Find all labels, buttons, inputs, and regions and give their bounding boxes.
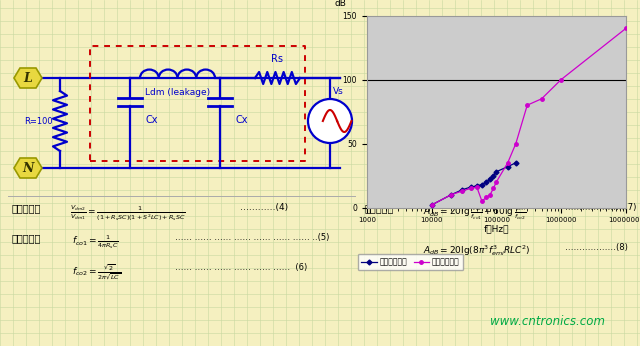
Text: 传递函数：: 传递函数： xyxy=(12,203,42,213)
实际的波特图 xyxy=(493,180,500,184)
Text: www.cntronics.com: www.cntronics.com xyxy=(490,315,605,328)
简化的波特图 xyxy=(504,165,511,169)
实际的波特图 xyxy=(524,103,531,107)
Text: Cx: Cx xyxy=(146,115,159,125)
实际的波特图 xyxy=(504,161,511,165)
简化的波特图 xyxy=(459,188,467,192)
Text: 转折频率：: 转折频率： xyxy=(12,233,42,243)
简化的波特图 xyxy=(473,184,481,188)
简化的波特图 xyxy=(447,193,455,197)
实际的波特图 xyxy=(459,189,467,193)
简化的波特图 xyxy=(478,182,486,186)
实际的波特图 xyxy=(486,193,494,197)
简化的波特图 xyxy=(467,185,474,189)
Polygon shape xyxy=(14,68,42,88)
实际的波特图 xyxy=(557,78,565,82)
Text: $A_{dB}=20\lg(8\pi^3f_{emi}^3RLC^2)$: $A_{dB}=20\lg(8\pi^3f_{emi}^3RLC^2)$ xyxy=(423,243,531,258)
实际的波特图 xyxy=(447,193,455,197)
Text: $f_{co1}=\frac{1}{4\pi R_s C}$: $f_{co1}=\frac{1}{4\pi R_s C}$ xyxy=(72,233,119,251)
实际的波特图 xyxy=(473,185,481,189)
Text: L: L xyxy=(24,72,33,84)
Line: 简化的波特图: 简化的波特图 xyxy=(430,161,518,207)
简化的波特图 xyxy=(483,180,490,184)
Text: Vs: Vs xyxy=(333,87,344,96)
Text: …………(4): …………(4) xyxy=(240,203,288,212)
简化的波特图 xyxy=(490,174,497,178)
Text: ………………(8): ………………(8) xyxy=(565,243,628,252)
实际的波特图 xyxy=(538,97,545,101)
Text: …………………(7): …………………(7) xyxy=(565,203,636,212)
Y-axis label: dB: dB xyxy=(335,0,347,8)
Text: R=100: R=100 xyxy=(24,117,52,126)
实际的波特图 xyxy=(490,186,497,190)
Circle shape xyxy=(308,99,352,143)
Legend: 简化的波特图, 实际的波特图: 简化的波特图, 实际的波特图 xyxy=(358,254,463,270)
Text: Ldm (leakage): Ldm (leakage) xyxy=(145,88,210,97)
Polygon shape xyxy=(14,158,42,178)
Text: $f_{co2}=\frac{\sqrt{2}}{2\pi\sqrt{LC}}$: $f_{co2}=\frac{\sqrt{2}}{2\pi\sqrt{LC}}$ xyxy=(72,263,121,282)
简化的波特图 xyxy=(493,170,500,174)
实际的波特图 xyxy=(428,203,435,207)
实际的波特图 xyxy=(478,199,486,203)
简化的波特图 xyxy=(512,161,520,165)
实际的波特图 xyxy=(467,186,474,190)
实际的波特图 xyxy=(622,26,630,30)
Text: Rs: Rs xyxy=(271,54,284,64)
简化的波特图 xyxy=(486,177,494,182)
实际的波特图 xyxy=(483,195,490,199)
实际的波特图 xyxy=(512,142,520,146)
简化的波特图 xyxy=(428,203,435,207)
Text: Cx: Cx xyxy=(236,115,248,125)
Text: 插入损耗：: 插入损耗： xyxy=(365,203,394,213)
X-axis label: f（Hz）: f（Hz） xyxy=(484,225,509,234)
Text: …… …… …… …… …… ……  (6): …… …… …… …… …… …… (6) xyxy=(175,263,307,272)
Text: $\frac{V_{dm2}}{V_{dm1}}=\frac{1}{(1+R_sSC)(1+S^2LC)+R_sSC}$: $\frac{V_{dm2}}{V_{dm1}}=\frac{1}{(1+R_s… xyxy=(70,203,186,223)
Line: 实际的波特图: 实际的波特图 xyxy=(430,27,628,207)
Text: …… …… …… …… …… …… …… ..(5): …… …… …… …… …… …… …… ..(5) xyxy=(175,233,330,242)
Text: N: N xyxy=(22,162,34,174)
Text: $A_{dB}=20\lg\frac{f_{co2}}{f_{co1}}+60\lg\frac{f_{emi}}{f_{co2}}$: $A_{dB}=20\lg\frac{f_{co2}}{f_{co1}}+60\… xyxy=(423,203,527,222)
